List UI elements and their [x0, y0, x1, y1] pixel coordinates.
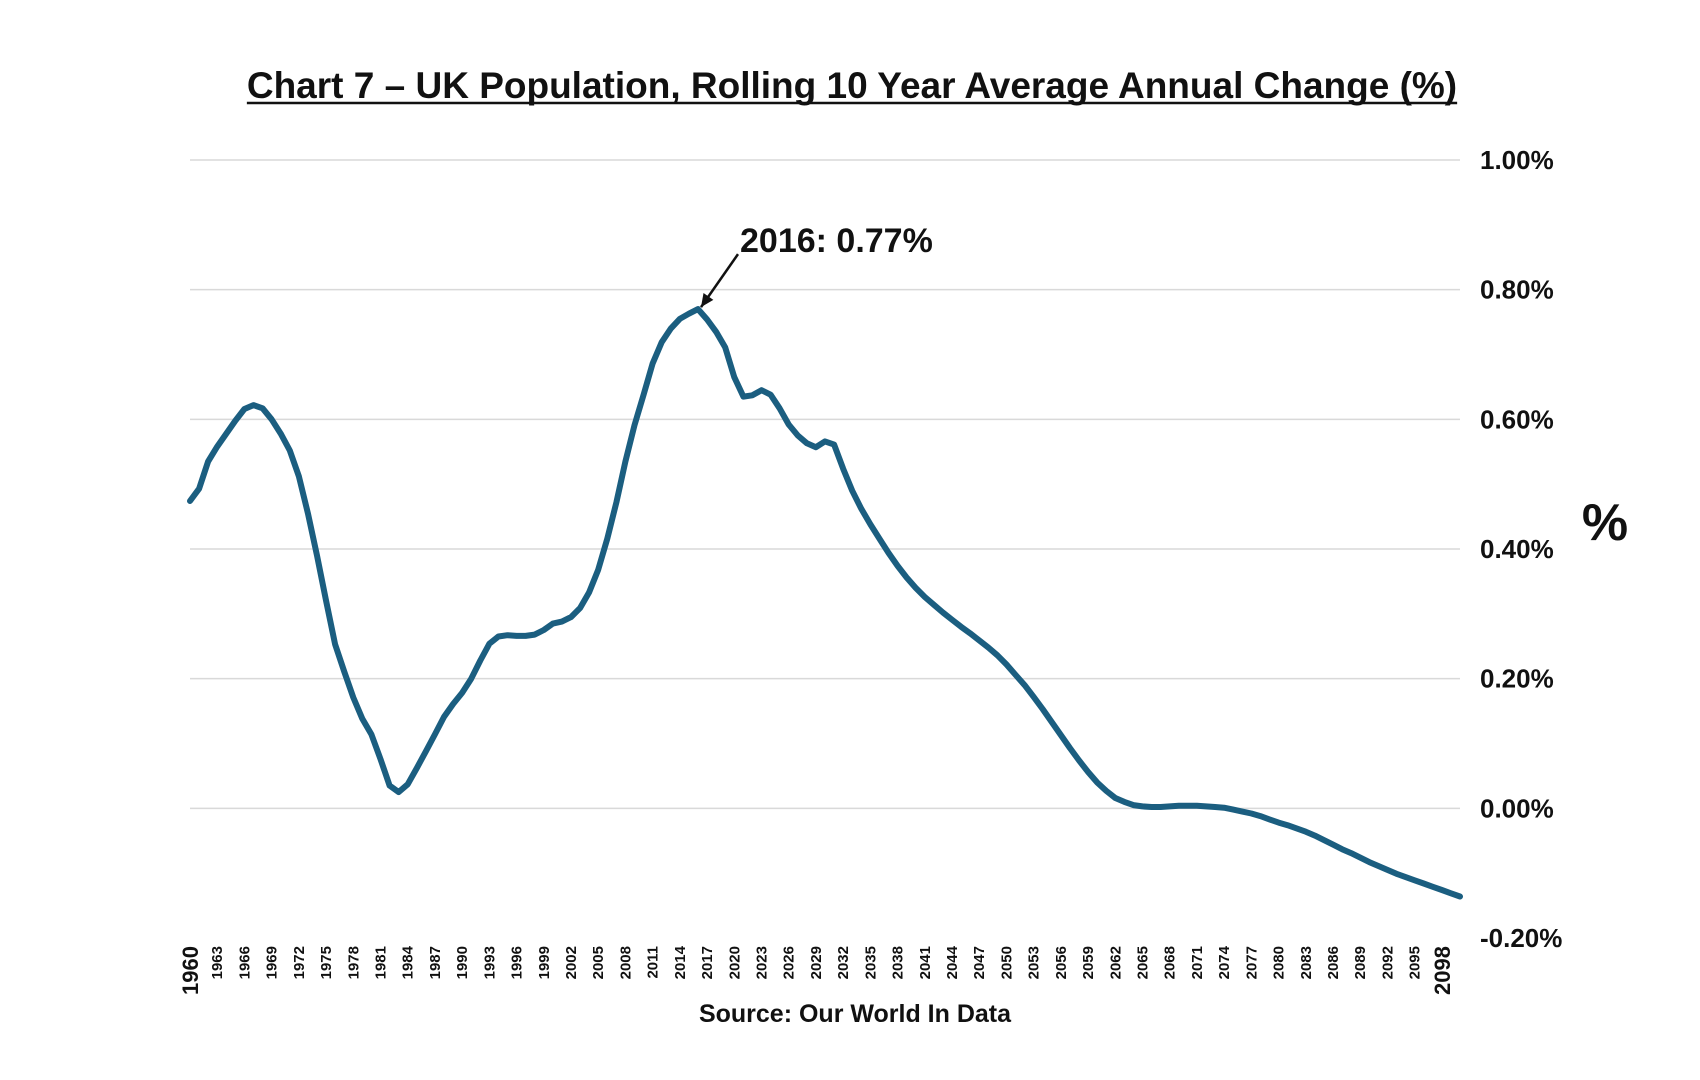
source-note: Source: Our World In Data	[699, 1000, 1012, 1028]
x-axis-ticks: 1960 1963 1966 1969 1972 1975 1978 1981 1984 1987…	[178, 945, 1455, 995]
x-tick-label: 2008	[617, 946, 634, 979]
x-tick-label: 2098	[1430, 946, 1455, 995]
x-tick-label: 2014	[672, 945, 689, 979]
x-tick-label: 2083	[1298, 946, 1315, 979]
x-tick-label: 2002	[563, 946, 580, 979]
y-axis-ticks: 1.00% 0.80% 0.60% 0.40% 0.20% 0.00% -0.20%	[1480, 145, 1562, 953]
x-tick-label: 2011	[645, 946, 662, 979]
chart-title: Chart 7 – UK Population, Rolling 10 Year…	[247, 65, 1457, 106]
x-tick-label: 1972	[291, 946, 308, 979]
x-tick-label: 2056	[1053, 946, 1070, 979]
gridlines	[190, 159, 1460, 810]
x-tick-label: 1981	[373, 946, 390, 979]
x-tick-label: 2047	[971, 946, 988, 979]
y-tick-label: 0.20%	[1480, 664, 1554, 694]
x-tick-label: 2089	[1352, 946, 1369, 979]
series-line	[187, 306, 1463, 900]
annotations: 2016: 0.77%	[699, 222, 933, 308]
x-tick-label: 2005	[590, 946, 607, 979]
y-tick-label: -0.20%	[1480, 923, 1562, 953]
x-tick-label: 2074	[1216, 945, 1233, 979]
x-tick-label: 2023	[754, 946, 771, 979]
x-tick-label: 2059	[1080, 946, 1097, 979]
y-tick-label: 0.80%	[1480, 275, 1554, 305]
annotation-arrowhead	[701, 293, 714, 308]
x-tick-label: 2041	[917, 946, 934, 979]
x-tick-label: 1990	[454, 946, 471, 979]
y-axis-label: %	[1582, 494, 1628, 552]
y-tick-label: 0.00%	[1480, 793, 1554, 823]
y-tick-label: 0.60%	[1480, 404, 1554, 434]
x-tick-label: 1987	[427, 946, 444, 979]
x-tick-label: 2038	[890, 946, 907, 979]
x-tick-label: 1978	[345, 946, 362, 979]
x-tick-label: 2032	[835, 946, 852, 979]
x-tick-label: 2071	[1189, 946, 1206, 979]
x-tick-label: 2053	[1026, 946, 1043, 979]
x-tick-label: 2077	[1243, 946, 1260, 979]
x-tick-label: 1966	[236, 946, 253, 979]
x-tick-label: 2020	[726, 946, 743, 979]
x-tick-label: 1999	[536, 946, 553, 979]
x-tick-label: 1969	[264, 946, 281, 979]
x-tick-label: 2026	[781, 946, 798, 979]
x-tick-label: 2092	[1379, 946, 1396, 979]
peak-annotation: 2016: 0.77%	[740, 222, 933, 260]
x-tick-label: 1963	[209, 946, 226, 979]
x-tick-label: 2062	[1107, 946, 1124, 979]
x-tick-label: 2065	[1135, 946, 1152, 979]
x-tick-label: 1984	[400, 945, 417, 979]
x-tick-label: 2068	[1162, 946, 1179, 979]
x-tick-label: 2080	[1271, 946, 1288, 979]
x-tick-label: 2044	[944, 945, 961, 979]
x-tick-label: 1975	[318, 946, 335, 979]
x-tick-label: 2086	[1325, 946, 1342, 979]
y-tick-label: 1.00%	[1480, 145, 1554, 175]
y-tick-label: 0.40%	[1480, 534, 1554, 564]
x-tick-label: 1993	[481, 946, 498, 979]
x-tick-label: 1996	[509, 946, 526, 979]
x-tick-label: 2029	[808, 946, 825, 979]
x-tick-label: 2035	[862, 946, 879, 979]
x-tick-label: 2017	[699, 946, 716, 979]
x-tick-label: 2095	[1407, 946, 1424, 979]
x-tick-label: 1960	[178, 946, 203, 995]
x-tick-label: 2050	[998, 946, 1015, 979]
